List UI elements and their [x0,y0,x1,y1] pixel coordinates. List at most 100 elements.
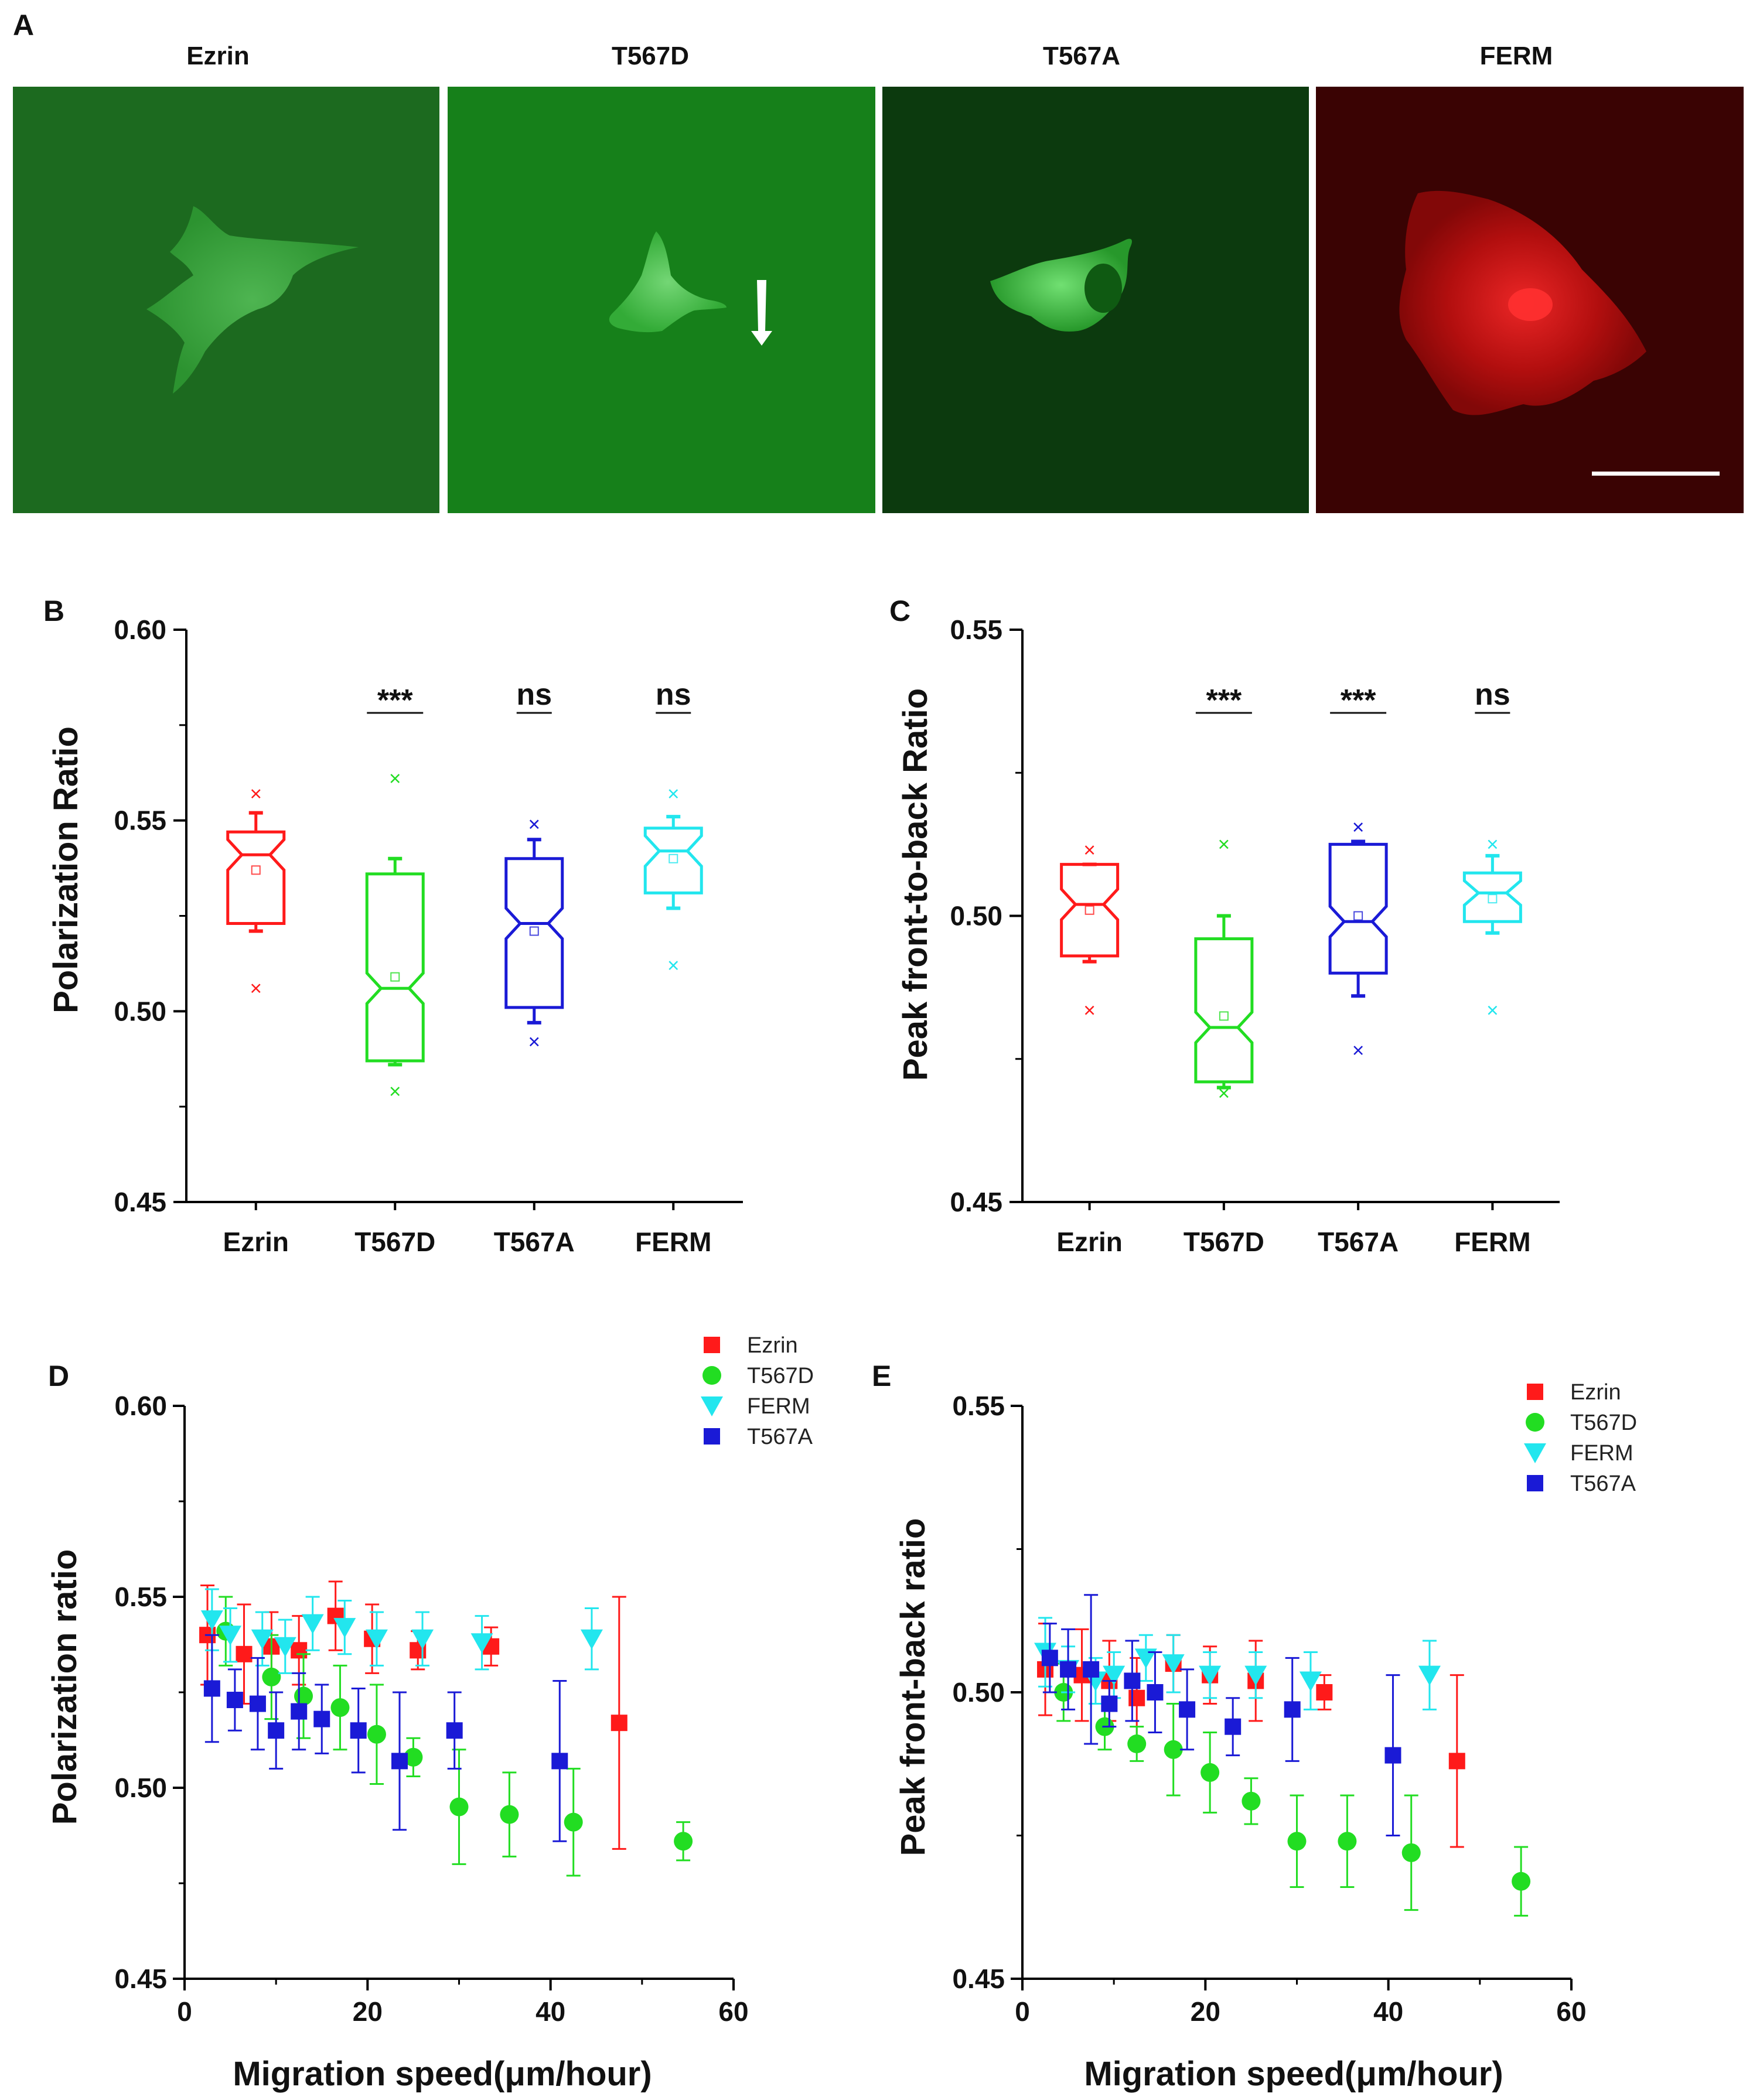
data-point-t567d [330,1698,350,1717]
chart-c-ylabel: Peak front-to-back Ratio [896,688,935,1081]
legend: Ezrin T567D FERM T567A [1524,1380,1637,1496]
data-point-ferm [251,1629,274,1650]
outlier-ferm [1488,839,1498,849]
legend-label-ezrin: Ezrin [1570,1380,1621,1405]
chart-e-ylabel: Peak front-back ratio [894,1518,932,1856]
mean-marker-ferm [669,853,678,863]
panel-letter-a: A [13,9,34,42]
data-point-t567d [1287,1832,1307,1851]
series-ferm [200,1588,603,1674]
series-ezrin [199,1580,627,1850]
data-point-t567d [674,1832,693,1851]
data-point-ezrin [1316,1684,1333,1701]
mean-marker-t567d [390,972,400,982]
data-point-ferm [301,1614,324,1634]
x-tick-label: 0 [1015,1996,1030,2027]
category-label-t567d: T567D [1184,1227,1264,1257]
category-label-ferm: FERM [635,1227,711,1257]
panel-letter-e: E [872,1360,891,1392]
outlier-ferm [669,961,678,971]
micrograph-ezrin [13,87,439,513]
y-tick-label: 0.55 [114,805,166,836]
legend-label-t567d: T567D [747,1364,814,1388]
data-point-t567d [367,1725,386,1744]
series-t567a [1041,1594,1401,1836]
data-point-t567d [1338,1832,1357,1851]
data-point-ezrin [1128,1689,1145,1706]
y-tick-label: 0.55 [952,1391,1005,1421]
series-t567a [203,1634,568,1842]
data-point-t567d [1164,1740,1183,1759]
x-tick-label: 20 [353,1996,383,2027]
data-point-t567d [294,1686,313,1706]
significance-label: *** [1206,684,1242,718]
data-point-t567d [500,1805,519,1824]
data-point-t567d [564,1812,583,1832]
data-point-ferm [1103,1665,1126,1686]
data-point-t567a [1101,1695,1118,1712]
mean-marker-t567a [529,926,539,936]
legend-marker-ferm [1524,1443,1546,1463]
legend-marker-ezrin [1527,1384,1543,1400]
data-point-ferm [470,1633,493,1654]
legend-marker-t567a [704,1428,720,1445]
category-label-ezrin: Ezrin [1056,1227,1122,1257]
data-point-t567a [391,1753,408,1770]
data-point-t567d [1401,1843,1421,1862]
category-label-ferm: FERM [1454,1227,1530,1257]
data-point-t567a [226,1692,243,1709]
data-point-t567a [1060,1661,1077,1678]
data-point-ferm [1134,1648,1157,1669]
significance-label: *** [377,684,413,718]
category-label-ezrin: Ezrin [223,1227,289,1257]
y-tick-label: 0.60 [114,1391,167,1421]
micrograph-title-t567d: T567D [612,42,689,70]
cell-ezrin [146,206,359,394]
panel-a: A Ezrin T567D T567A FERM [13,9,1744,513]
box-t567d [1194,937,1254,1084]
legend-label-t567d: T567D [1570,1411,1637,1435]
micrograph-title-ezrin: Ezrin [186,42,250,70]
panel-letter-d: D [48,1360,69,1392]
category-label-t567a: T567A [1318,1227,1399,1257]
mean-marker-ezrin [1084,905,1094,915]
data-point-ezrin [291,1642,308,1659]
nucleus-ferm [1508,288,1553,321]
data-point-t567a [1284,1701,1301,1718]
legend-label-t567a: T567A [747,1425,813,1449]
box-t567d [365,872,425,1063]
mean-marker-ferm [1488,894,1498,904]
data-point-t567a [291,1703,308,1720]
chart-e-front-back-scatter: Peak front-back ratio Migration speed(μm… [894,1380,1637,2093]
x-tick-label: 40 [536,1996,565,2027]
chart-d-xlabel: Migration speed(μm/hour) [233,2055,652,2093]
scale-bar [1592,472,1720,476]
data-point-ezrin [1448,1753,1465,1770]
significance-label: ns [1475,678,1510,712]
significance-label: *** [1341,684,1376,718]
data-point-ferm [1299,1671,1322,1692]
legend-label-ferm: FERM [1570,1441,1633,1466]
category-label-t567a: T567A [494,1227,575,1257]
data-point-t567a [268,1722,285,1739]
y-tick-label: 0.50 [114,1773,167,1803]
data-point-t567a [313,1710,330,1727]
data-point-t567a [203,1680,220,1697]
data-point-t567a [1179,1701,1196,1718]
micrograph-t567a [882,87,1309,513]
data-point-t567a [446,1722,463,1739]
outlier-ferm [669,789,678,798]
x-tick-label: 60 [1556,1996,1586,2027]
micrograph-ferm [1316,87,1744,513]
legend-marker-ferm [701,1396,723,1416]
outlier-t567a [529,1037,539,1047]
outlier-ezrin [1084,845,1094,855]
outlier-t567d [390,774,400,783]
y-tick-label: 0.45 [950,1187,1002,1217]
legend-marker-t567d [702,1366,721,1385]
outlier-t567d [1219,1088,1229,1098]
data-point-ezrin [611,1715,627,1732]
data-point-t567a [249,1695,266,1712]
data-point-ferm [1199,1665,1222,1686]
y-tick-label: 0.50 [952,1677,1005,1708]
